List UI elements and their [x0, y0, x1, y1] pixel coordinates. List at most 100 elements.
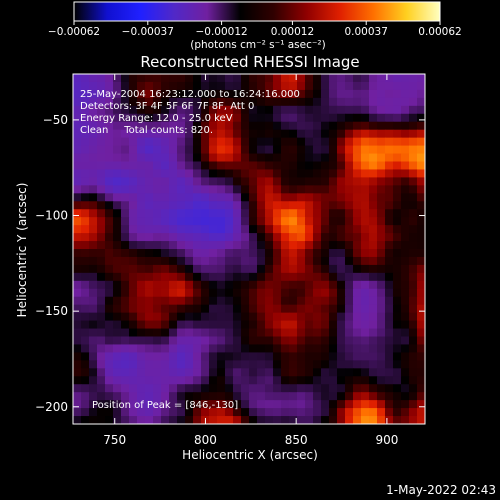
heatmap-cell: [409, 97, 418, 107]
heatmap-cell: [129, 304, 138, 314]
heatmap-cell: [217, 320, 226, 330]
heatmap-cell: [241, 81, 250, 91]
heatmap-cell: [353, 328, 362, 337]
heatmap-cell: [89, 312, 98, 322]
heatmap-cell: [177, 217, 186, 226]
heatmap-cell: [185, 392, 194, 401]
heatmap-cell: [137, 241, 146, 250]
heatmap-cell: [193, 193, 202, 202]
heatmap-cell: [417, 113, 425, 123]
heatmap-cell: [281, 328, 290, 337]
heatmap-cell: [273, 105, 282, 115]
heatmap-cell: [361, 241, 370, 250]
annotation-energy-range: Energy Range: 12.0 - 25.0 keV: [80, 113, 233, 124]
heatmap-cell: [305, 185, 314, 194]
heatmap-cell: [305, 233, 314, 242]
heatmap-cell: [97, 169, 106, 178]
heatmap-cell: [121, 81, 130, 91]
heatmap-cell: [97, 360, 106, 369]
heatmap-cell: [321, 217, 330, 226]
heatmap-cell: [137, 249, 146, 258]
heatmap-cell: [233, 81, 242, 91]
heatmap-cell: [73, 225, 82, 234]
heatmap-cell: [233, 177, 242, 186]
heatmap-cell: [257, 217, 266, 226]
heatmap-cell: [337, 400, 346, 409]
heatmap-cell: [257, 368, 266, 377]
heatmap-cell: [377, 408, 386, 417]
heatmap-cell: [209, 153, 218, 162]
heatmap-cell: [305, 153, 314, 162]
heatmap-cell: [305, 416, 314, 424]
heatmap-cell: [97, 272, 106, 282]
heatmap-cell: [153, 233, 162, 242]
heatmap-cell: [281, 344, 290, 353]
heatmap-cell: [113, 81, 122, 91]
heatmap-cell: [289, 344, 298, 353]
heatmap-cell: [377, 153, 386, 162]
heatmap-cell: [113, 105, 122, 115]
heatmap-cell: [193, 328, 202, 337]
heatmap-cell: [265, 121, 274, 131]
heatmap-cell: [193, 137, 202, 147]
heatmap-cell: [409, 328, 418, 337]
heatmap-cell: [185, 201, 194, 210]
heatmap-cell: [105, 256, 114, 266]
heatmap-cell: [329, 376, 338, 385]
heatmap-cell: [361, 249, 370, 258]
heatmap-cell: [161, 384, 170, 393]
heatmap-cell: [201, 280, 210, 290]
heatmap-cell: [321, 296, 330, 306]
heatmap-cell: [193, 233, 202, 242]
heatmap-cell: [257, 392, 266, 401]
heatmap-cell: [177, 145, 186, 155]
heatmap-cell: [401, 185, 410, 194]
heatmap-cell: [185, 376, 194, 385]
heatmap-cell: [225, 336, 234, 345]
heatmap-cell: [249, 105, 258, 115]
heatmap-cell: [393, 320, 402, 330]
heatmap-cell: [177, 169, 186, 178]
heatmap-cell: [393, 408, 402, 417]
heatmap-cell: [265, 185, 274, 194]
heatmap-cell: [289, 177, 298, 186]
heatmap-cell: [313, 185, 322, 194]
heatmap-cell: [225, 304, 234, 314]
heatmap-cell: [265, 233, 274, 242]
heatmap-cell: [121, 129, 130, 139]
heatmap-cell: [185, 352, 194, 361]
heatmap-cell: [169, 368, 178, 377]
heatmap-cell: [321, 272, 330, 282]
heatmap-cell: [401, 264, 410, 274]
heatmap-cell: [313, 352, 322, 361]
heatmap-cell: [113, 368, 122, 377]
heatmap-cell: [241, 384, 250, 393]
heatmap-cell: [241, 320, 250, 330]
heatmap-cell: [225, 392, 234, 401]
heatmap-cell: [393, 376, 402, 385]
heatmap-cell: [73, 400, 82, 409]
heatmap-cell: [121, 169, 130, 178]
heatmap-cell: [305, 241, 314, 250]
heatmap-cell: [305, 320, 314, 330]
heatmap-cell: [353, 105, 362, 115]
heatmap-cell: [417, 408, 425, 417]
heatmap-cell: [297, 89, 306, 99]
heatmap-cell: [249, 312, 258, 322]
heatmap-cell: [153, 336, 162, 345]
heatmap-cell: [345, 408, 354, 417]
heatmap-cell: [217, 169, 226, 178]
heatmap-cell: [321, 416, 330, 424]
heatmap-cell: [297, 145, 306, 155]
heatmap-cell: [345, 264, 354, 274]
heatmap-cell: [409, 304, 418, 314]
heatmap-cell: [257, 336, 266, 345]
heatmap-cell: [393, 256, 402, 266]
heatmap-cell: [297, 320, 306, 330]
heatmap-cell: [257, 169, 266, 178]
heatmap-cell: [241, 344, 250, 353]
heatmap-cell: [329, 384, 338, 393]
heatmap-cell: [185, 145, 194, 155]
heatmap-cell: [257, 320, 266, 330]
heatmap-cell: [137, 177, 146, 186]
